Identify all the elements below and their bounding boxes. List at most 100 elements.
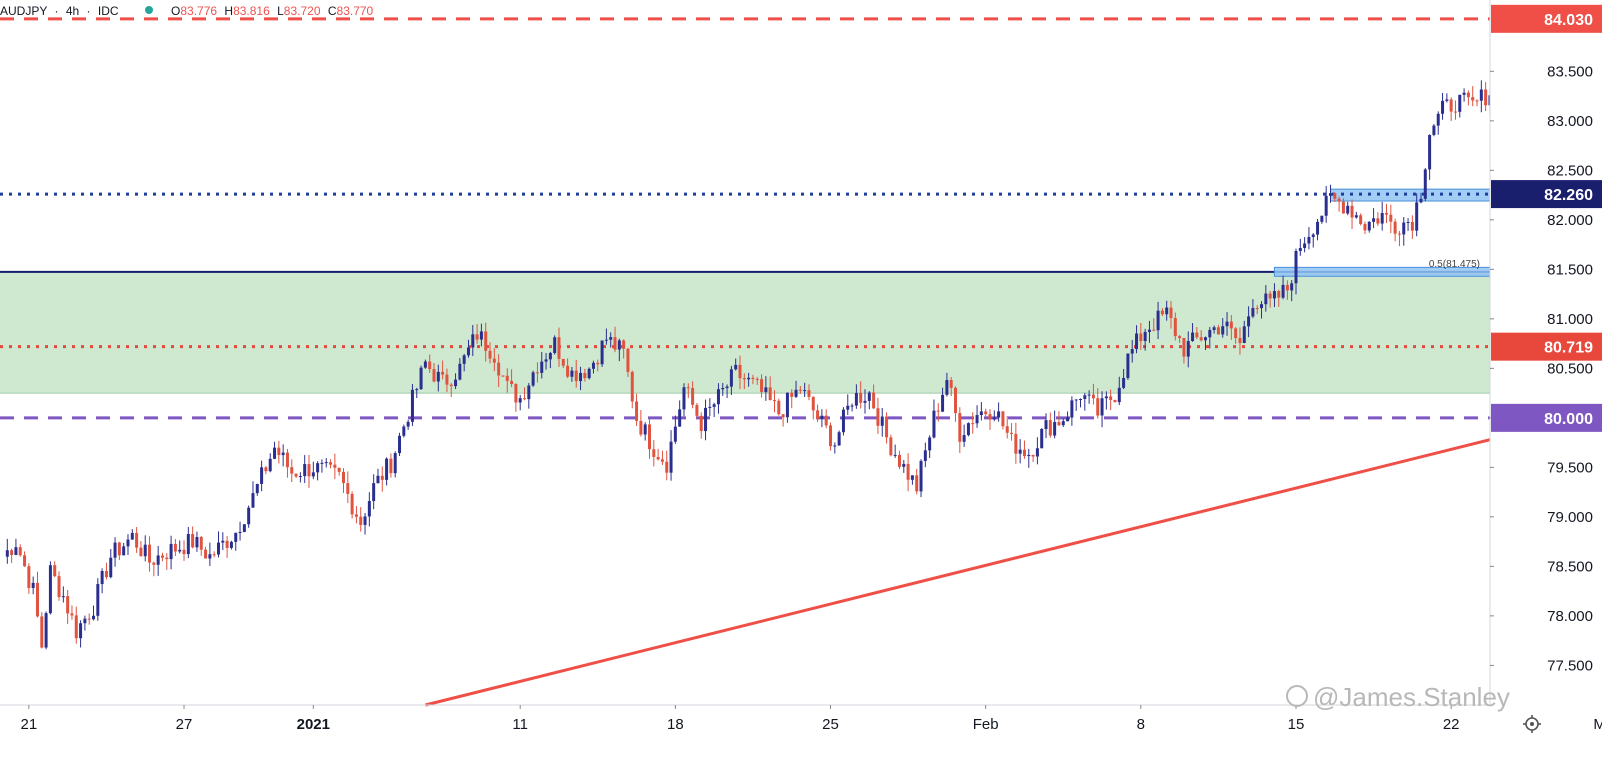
gear-icon[interactable] [1523, 715, 1541, 733]
candle-body [484, 331, 488, 351]
candle-body [1406, 221, 1410, 223]
candle-body [406, 421, 410, 427]
candle-body [1372, 218, 1376, 222]
candle-body [841, 409, 845, 433]
candle-body [867, 392, 871, 401]
candle-body [100, 570, 104, 585]
candle-body [1083, 395, 1087, 399]
time-tick-label: 8 [1137, 716, 1145, 733]
candle-body [570, 370, 574, 377]
price-axis-bg [1490, 0, 1602, 755]
candle-body [652, 449, 656, 457]
candle-body [1462, 92, 1466, 95]
candle-body [760, 379, 764, 393]
candle-body [785, 392, 789, 418]
candle-body [992, 417, 996, 420]
candle-body [1126, 353, 1130, 378]
candle-body [600, 340, 604, 365]
candle-body [794, 389, 798, 397]
candle-body [854, 392, 858, 406]
candle-body [846, 405, 850, 410]
candle-body [1096, 398, 1100, 416]
candle-body [626, 348, 630, 372]
candle-body [609, 337, 613, 340]
candle-body [1070, 400, 1074, 418]
candle-body [148, 544, 152, 563]
watermark-text: @James.Stanley [1313, 682, 1510, 712]
candle-body [139, 547, 143, 557]
candle-body [1203, 337, 1207, 341]
candle-body [1307, 236, 1311, 244]
candle-body [665, 461, 669, 473]
candle-body [708, 406, 712, 408]
candle-body [273, 447, 277, 459]
candle-body [829, 425, 833, 447]
candle-body [764, 387, 768, 393]
candle-body [92, 615, 96, 620]
symbol-label: AUDJPY [0, 4, 47, 18]
candle-body [872, 392, 876, 409]
candle-body [1303, 243, 1307, 248]
candle-body [833, 445, 837, 447]
candle-body [1397, 233, 1401, 235]
legend-header[interactable]: AUDJPY · 4h · IDC O83.776 H83.816 L83.72… [0, 4, 374, 18]
candle-body [949, 380, 953, 388]
candle-body [1135, 333, 1139, 350]
candle-body [837, 432, 841, 446]
candle-body [1005, 426, 1009, 433]
candle-body [475, 334, 479, 340]
candle-body [897, 454, 901, 467]
time-tick-label: 25 [822, 716, 839, 733]
candle-body [1057, 422, 1061, 426]
candle-body [691, 387, 695, 405]
candle-body [859, 392, 863, 403]
candle-body [811, 396, 815, 411]
candle-body [923, 450, 927, 461]
candle-body [130, 532, 134, 540]
time-tick-label: Mar [1593, 716, 1602, 733]
candle-body [281, 452, 285, 456]
candle-body [285, 452, 289, 468]
candle-body [488, 350, 492, 359]
weibo-icon [1286, 685, 1308, 707]
candle-body [1104, 396, 1108, 399]
candle-body [186, 533, 190, 555]
candle-body [354, 514, 358, 517]
candle-body [902, 463, 906, 467]
candle-body [10, 550, 14, 555]
candle-body [479, 331, 483, 340]
close-value: 83.770 [337, 4, 374, 18]
price-axis[interactable]: 77.500 78.000 78.500 79.000 79.500 80.000 80.5… [1489, 0, 1602, 755]
candle-body [1281, 284, 1285, 298]
candle-body [1277, 291, 1281, 298]
candle-body [561, 358, 565, 366]
candle-body [294, 473, 298, 477]
candle-body [772, 400, 776, 402]
candle-body [74, 615, 78, 639]
candle-body [199, 536, 203, 550]
level-lines-layer [0, 17, 1490, 420]
candle-body [885, 416, 889, 438]
candle-body [393, 453, 397, 474]
candle-body [324, 462, 328, 464]
candle-body [359, 516, 363, 525]
candle-body [1079, 398, 1082, 400]
candle-body [1208, 329, 1212, 338]
candle-body [1311, 234, 1315, 237]
price-tick-label: 77.500 [1547, 657, 1593, 674]
green-range-zone [0, 271, 1490, 394]
candle-body [341, 471, 345, 484]
time-tick-label: 27 [176, 716, 193, 733]
candle-body [298, 476, 302, 478]
candle-body [876, 408, 880, 426]
candle-body [1453, 111, 1457, 113]
candle-body [704, 407, 708, 432]
price-tick-label: 82.000 [1547, 212, 1593, 229]
candle-body [1087, 394, 1091, 396]
candle-body [928, 437, 932, 451]
candle-body [57, 576, 61, 598]
high-label: H [224, 4, 233, 18]
time-axis[interactable]: 21 27 2021 11 18 25 Feb 8 15 22 Mar [0, 704, 1602, 733]
